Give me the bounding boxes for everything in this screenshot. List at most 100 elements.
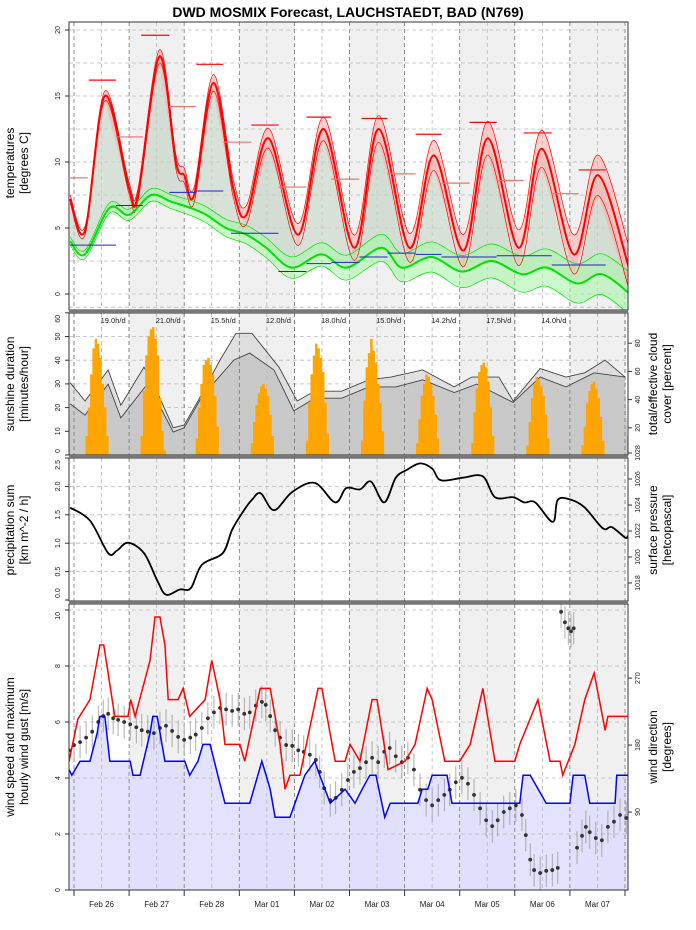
sunshine-bar [202, 364, 206, 455]
sunshine-bar [482, 362, 486, 455]
y2-tick-label: 1028 [635, 445, 642, 461]
sunshine-bar [140, 436, 144, 455]
wind-direction-point [436, 798, 441, 803]
sunshine-panel: 19.0h/d 21.0h/d 15.5h/d 12.0h/d 18.0h/d 15.0h… [69, 313, 628, 455]
wind-direction-point [205, 716, 210, 721]
sunshine-bar [425, 374, 428, 455]
temperature-line [69, 55, 628, 268]
sunshine-bar [377, 383, 380, 455]
sunshine-bar [156, 355, 160, 455]
sunshine-bar [484, 367, 488, 455]
wind-direction-point [247, 710, 252, 715]
sunshine-bar [530, 398, 534, 455]
daily-sunshine-sum-label: 15.5h/d [211, 316, 236, 325]
wind-direction-point [478, 806, 482, 811]
pressure-axis-title: [hetcopascal] [660, 495, 674, 566]
sunshine-bar [99, 357, 102, 455]
sunshine-bar [106, 436, 109, 455]
wind-direction-point [559, 610, 563, 614]
wind-direction-point [122, 720, 127, 724]
wind-direction-point [523, 833, 528, 838]
sunshine-bar [147, 336, 150, 455]
y-tick-label: 30 [55, 380, 62, 388]
temperature-axis-title: [degrees C] [17, 132, 31, 194]
wind-direction-point [224, 707, 228, 712]
sunshine-bar [588, 391, 591, 455]
wind-speed-line [69, 715, 628, 820]
y-tick-label: 0 [55, 449, 62, 453]
x-tick-label: Mar 05 [475, 900, 500, 909]
y2-tick-label: 1020 [635, 549, 642, 565]
sunshine-bar [326, 433, 330, 455]
y2-tick-label: 60 [635, 367, 642, 375]
wind-direction-point [442, 793, 447, 797]
wind-direction-point [134, 725, 139, 730]
wind-direction-point [466, 781, 470, 786]
sunshine-bar [602, 440, 605, 455]
wind-direction-point [84, 735, 89, 740]
sunshine-bar [597, 398, 600, 455]
sunshine-bar [321, 372, 325, 455]
wind-direction-point [538, 871, 543, 875]
wind-direction-point [170, 729, 174, 733]
wind-direction-point [583, 825, 588, 829]
sunshine-bar [154, 338, 157, 455]
wind-direction-point [412, 767, 416, 772]
wind-direction-point [555, 865, 560, 870]
wind-direction-point [418, 787, 422, 792]
wind-direction-point [284, 743, 289, 747]
sunshine-bar [269, 414, 272, 455]
x-tick-label: Mar 03 [365, 900, 390, 909]
wind-direction-point [490, 824, 495, 829]
sunshine-bar [416, 443, 419, 455]
daily-sunshine-sum-label: 14.2h/d [431, 316, 456, 325]
y2-tick-label: 90 [635, 808, 642, 816]
wind-direction-point [296, 748, 301, 753]
wind-direction-point [263, 703, 268, 707]
sunshine-bar [255, 405, 258, 455]
wind-direction-point [345, 778, 350, 782]
wind-direction-point [151, 731, 156, 736]
sunshine-bar [360, 440, 364, 455]
sunshine-bar [432, 395, 435, 455]
x-tick-label: Mar 01 [254, 900, 279, 909]
sunshine-bar [381, 431, 385, 455]
wind-direction-point [128, 722, 133, 727]
sunshine-bar [312, 355, 316, 455]
wind-direction-point [599, 838, 604, 843]
wind-direction-point [550, 868, 555, 872]
y-tick-label: 50 [55, 333, 62, 341]
sunshine-bar [250, 443, 254, 455]
sunshine-bar [145, 355, 148, 455]
sunshine-bar [535, 376, 538, 455]
x-tick-label: Feb 27 [144, 900, 169, 909]
sunshine-bar [595, 388, 598, 455]
wind-direction-point [575, 845, 579, 850]
wind-direction-point [236, 707, 241, 712]
y-tick-label: 2.0 [55, 481, 62, 491]
wind-direction-point [501, 810, 506, 814]
temperature-uncertainty-band [70, 49, 628, 287]
temperature-axis-title: temperatures [3, 128, 17, 199]
wind-direction-point [259, 700, 264, 704]
temperature-range-fill [70, 56, 628, 293]
wind-direction-point [514, 803, 518, 808]
wind-direction-point [176, 734, 181, 739]
sunshine-bar [480, 364, 483, 455]
y-tick-label: 60 [55, 315, 62, 323]
wind-direction-point [307, 752, 312, 757]
sunshine-bar [214, 395, 217, 455]
sunshine-bar [266, 395, 270, 455]
dewpoint-line [69, 193, 628, 294]
sunshine-bar [94, 338, 98, 455]
plot-layer: 19.0h/d 21.0h/d 15.5h/d 12.0h/d 18.0h/d 15.0h… [3, 21, 674, 909]
sunshine-bar [592, 381, 596, 455]
y-tick-label: 0 [55, 888, 62, 892]
y2-tick-label: 270 [635, 672, 642, 684]
wind-gust-line [69, 616, 628, 790]
sunshine-bar [308, 402, 311, 455]
dewpoint-band-edge [69, 200, 625, 310]
wind-direction-point [352, 769, 356, 774]
y-tick-label: 5 [55, 226, 62, 230]
sunshine-bar [85, 436, 88, 455]
